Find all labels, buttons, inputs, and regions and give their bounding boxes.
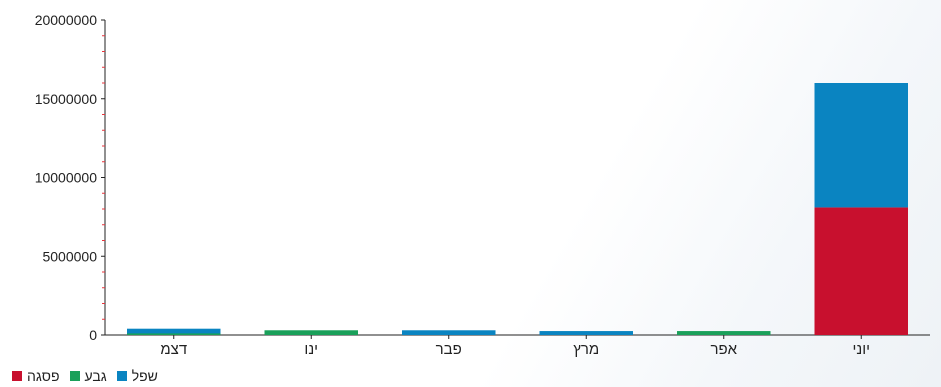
x-category-label: מרץ — [573, 341, 599, 358]
legend-item: פסגה — [12, 368, 60, 384]
bar-2-5 — [814, 83, 908, 208]
legend-swatch — [116, 371, 127, 381]
legend-label: גבע — [84, 368, 107, 384]
axes — [101, 19, 930, 339]
legend-swatch — [12, 371, 22, 381]
x-category-label: אפר — [710, 341, 737, 358]
bar-2-0 — [127, 328, 221, 334]
y-tick-label: 15000000 — [35, 91, 98, 107]
bar-1-4 — [677, 331, 771, 335]
labels: 0 5000000 10000000 15000000 20000000 דצמ ינו פב… — [35, 12, 870, 358]
x-category-label: דצמ — [160, 341, 187, 358]
y-tick-label: 5000000 — [42, 248, 97, 264]
legend: פסגה גבע שפל — [12, 367, 158, 385]
x-category-label: יוני — [852, 341, 870, 358]
legend-label: פסגה — [27, 368, 60, 384]
y-tick-label: 20000000 — [35, 12, 98, 28]
bar-0-5 — [814, 207, 908, 335]
bar-1-0 — [127, 333, 221, 335]
x-category-label: פבר — [436, 341, 462, 358]
legend-label: שפל — [131, 368, 158, 384]
legend-item: גבע — [69, 368, 107, 384]
bar-2-2 — [402, 330, 496, 335]
y-tick-label: 10000000 — [35, 170, 98, 186]
bars — [127, 83, 908, 335]
legend-swatch — [69, 371, 80, 381]
x-category-label: ינו — [304, 341, 318, 358]
y-tick-label: 0 — [89, 327, 97, 343]
bar-2-3 — [539, 331, 633, 335]
bar-1-1 — [264, 330, 358, 335]
legend-item: שפל — [116, 368, 158, 384]
